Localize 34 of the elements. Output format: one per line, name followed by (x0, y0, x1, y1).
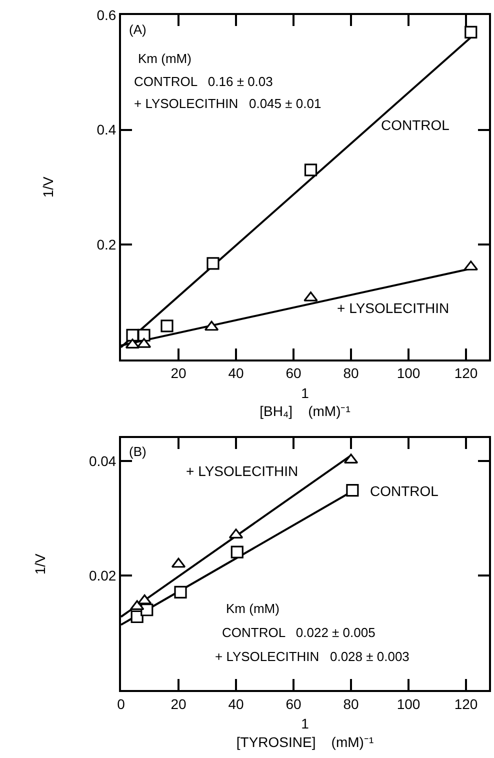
y-tick-label: 0.6 (96, 6, 116, 23)
y-tick-label: 0.4 (96, 122, 116, 138)
x-tick-label: 120 (454, 365, 478, 382)
y-tick-label: 0.2 (96, 236, 116, 252)
annotation: + LYSOLECITHIN 0.028 ± 0.003 (215, 649, 410, 664)
x-tick-label: 100 (396, 696, 420, 712)
x-tick-label: 40 (228, 365, 244, 382)
annotation: CONTROL 0.022 ± 0.005 (222, 625, 376, 640)
annotation: CONTROL 0.16 ± 0.03 (134, 74, 273, 89)
y-axis-title: 1/V (32, 552, 48, 575)
x-tick-label: 120 (454, 696, 478, 712)
annotation: Km (mM) (138, 51, 192, 66)
x-tick-label: 80 (343, 696, 359, 712)
y-tick-label: 0.04 (88, 453, 116, 470)
series-label: + LYSOLECITHIN (337, 300, 450, 316)
y-tick-label: 0.02 (88, 567, 116, 584)
x-tick-label: 80 (343, 365, 359, 382)
x-tick-label: 40 (228, 696, 244, 712)
x-tick-label: 60 (286, 365, 302, 382)
x-tick-label: 0 (117, 696, 126, 712)
annotation: (B) (129, 444, 146, 459)
legend-label: + LYSOLECITHIN (186, 463, 298, 479)
y-axis-title: 1/V (40, 176, 56, 198)
annotation: (A) (129, 22, 146, 37)
series-label: CONTROL (370, 483, 439, 499)
x-axis-title: 1 [BH₄] (mM)⁻¹ (260, 384, 351, 420)
annotation: + LYSOLECITHIN 0.045 ± 0.01 (134, 96, 322, 111)
x-tick-label: 100 (396, 365, 420, 382)
x-tick-label: 60 (286, 696, 302, 712)
annotation: Km (mM) (226, 601, 280, 616)
legend-label: CONTROL (381, 117, 450, 133)
x-axis-title: 1 [TYROSINE] (mM)⁻¹ (236, 716, 374, 750)
x-tick-label: 20 (170, 365, 186, 382)
x-tick-label: 20 (170, 696, 186, 712)
